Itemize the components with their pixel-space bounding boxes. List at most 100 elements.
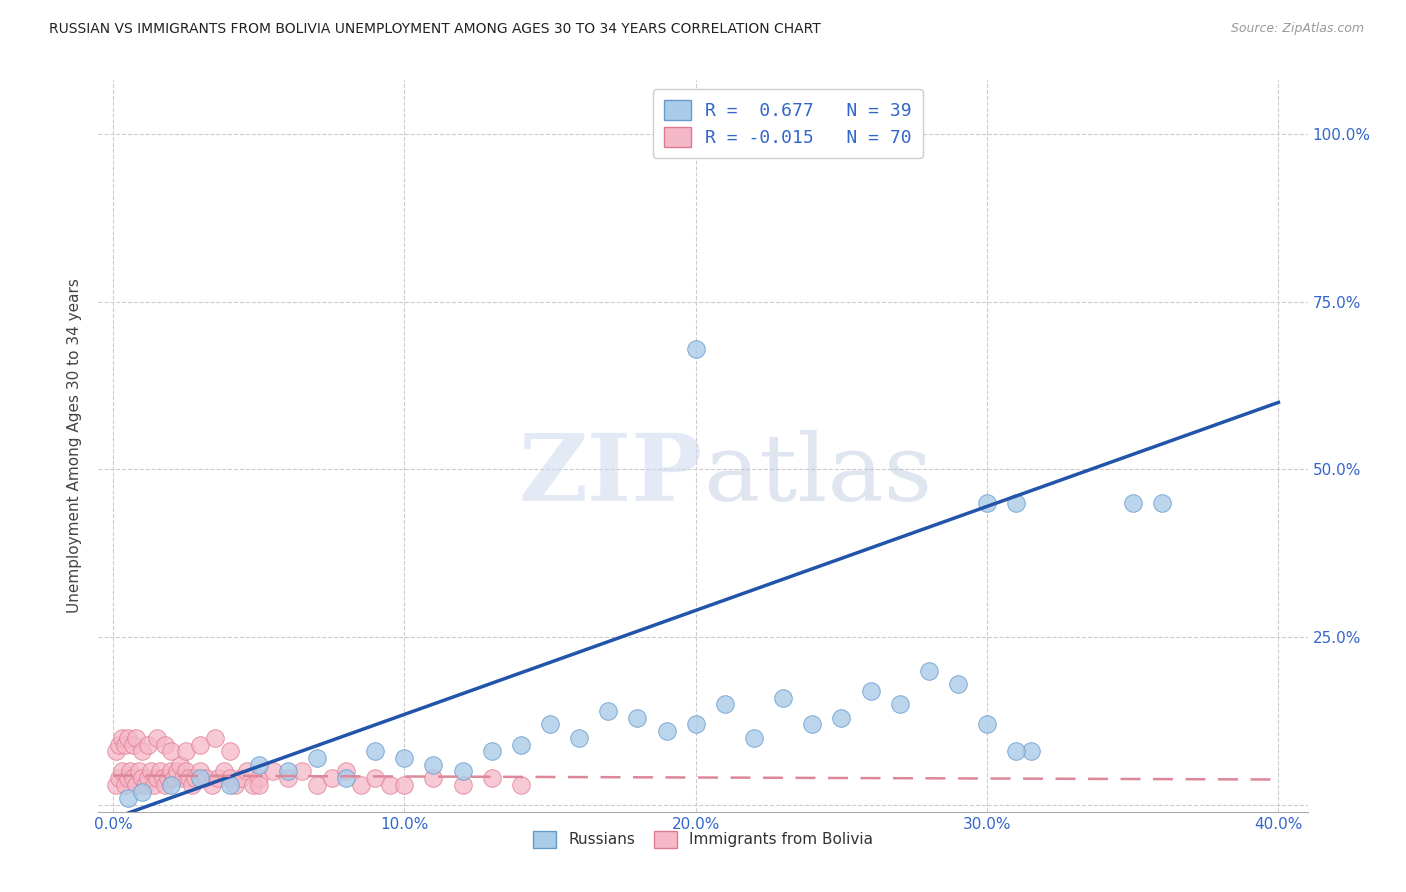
Point (122, 738, 145, 752)
Point (183, 771, 205, 785)
Point (422, 771, 444, 785)
Point (163, 771, 186, 785)
Point (155, 778, 177, 792)
Point (122, 771, 145, 785)
Point (207, 771, 229, 785)
Point (714, 698, 737, 712)
Point (218, 771, 240, 785)
Point (174, 744, 197, 758)
Point (350, 778, 373, 792)
Point (166, 764, 188, 779)
Point (117, 791, 139, 805)
Text: ZIP: ZIP (519, 430, 703, 520)
Text: Source: ZipAtlas.com: Source: ZipAtlas.com (1230, 22, 1364, 36)
Point (190, 764, 212, 779)
Point (509, 778, 531, 792)
Point (218, 744, 240, 758)
Point (451, 764, 474, 779)
Point (136, 771, 159, 785)
Point (655, 724, 678, 739)
Point (685, 342, 707, 356)
Point (742, 731, 765, 745)
Point (305, 778, 328, 792)
Point (305, 751, 328, 765)
Point (1122, 496, 1144, 510)
Point (160, 764, 183, 779)
Point (378, 778, 401, 792)
Point (277, 764, 299, 779)
Legend: Russians, Immigrants from Bolivia: Russians, Immigrants from Bolivia (526, 823, 880, 855)
Point (120, 764, 142, 779)
Point (742, 127, 765, 141)
Point (155, 738, 177, 752)
Point (128, 764, 150, 779)
Point (111, 764, 134, 779)
Point (394, 778, 416, 792)
Point (801, 717, 824, 731)
Point (117, 731, 139, 745)
Point (231, 771, 253, 785)
Point (481, 744, 503, 758)
Point (335, 771, 357, 785)
Point (277, 771, 299, 785)
Point (598, 704, 620, 718)
Point (236, 764, 259, 779)
Point (142, 778, 165, 792)
Point (139, 764, 162, 779)
Point (889, 698, 911, 712)
Point (218, 778, 240, 792)
Point (169, 757, 191, 772)
Point (172, 771, 194, 785)
Point (131, 744, 153, 758)
Point (247, 771, 270, 785)
Point (394, 751, 416, 765)
Point (125, 778, 148, 792)
Text: RUSSIAN VS IMMIGRANTS FROM BOLIVIA UNEMPLOYMENT AMONG AGES 30 TO 34 YEARS CORREL: RUSSIAN VS IMMIGRANTS FROM BOLIVIA UNEMP… (49, 22, 821, 37)
Point (321, 771, 343, 785)
Point (1150, 496, 1173, 510)
Point (131, 771, 153, 785)
Point (1005, 496, 1028, 510)
Point (976, 717, 998, 731)
Point (1019, 744, 1042, 758)
Point (509, 738, 531, 752)
Point (204, 731, 226, 745)
Point (108, 771, 131, 785)
Point (685, 717, 707, 731)
Point (946, 677, 969, 691)
Point (335, 764, 357, 779)
Point (364, 771, 387, 785)
Point (114, 738, 136, 752)
Point (830, 711, 852, 725)
Point (242, 778, 264, 792)
Point (111, 731, 134, 745)
Point (568, 731, 591, 745)
Point (772, 690, 794, 705)
Point (422, 757, 444, 772)
Point (190, 771, 212, 785)
Point (201, 778, 224, 792)
Point (190, 738, 212, 752)
Y-axis label: Unemployment Among Ages 30 to 34 years: Unemployment Among Ages 30 to 34 years (67, 278, 83, 614)
Point (180, 778, 202, 792)
Point (174, 764, 197, 779)
Point (134, 778, 156, 792)
Point (224, 778, 246, 792)
Point (212, 764, 235, 779)
Point (136, 738, 159, 752)
Text: atlas: atlas (703, 430, 932, 520)
Point (451, 778, 474, 792)
Point (149, 764, 172, 779)
Point (157, 771, 180, 785)
Point (976, 496, 998, 510)
Point (859, 684, 882, 698)
Point (195, 771, 218, 785)
Point (538, 717, 561, 731)
Point (626, 711, 648, 725)
Point (104, 744, 127, 758)
Point (247, 757, 270, 772)
Point (108, 738, 131, 752)
Point (145, 771, 167, 785)
Point (918, 664, 941, 678)
Point (262, 764, 284, 779)
